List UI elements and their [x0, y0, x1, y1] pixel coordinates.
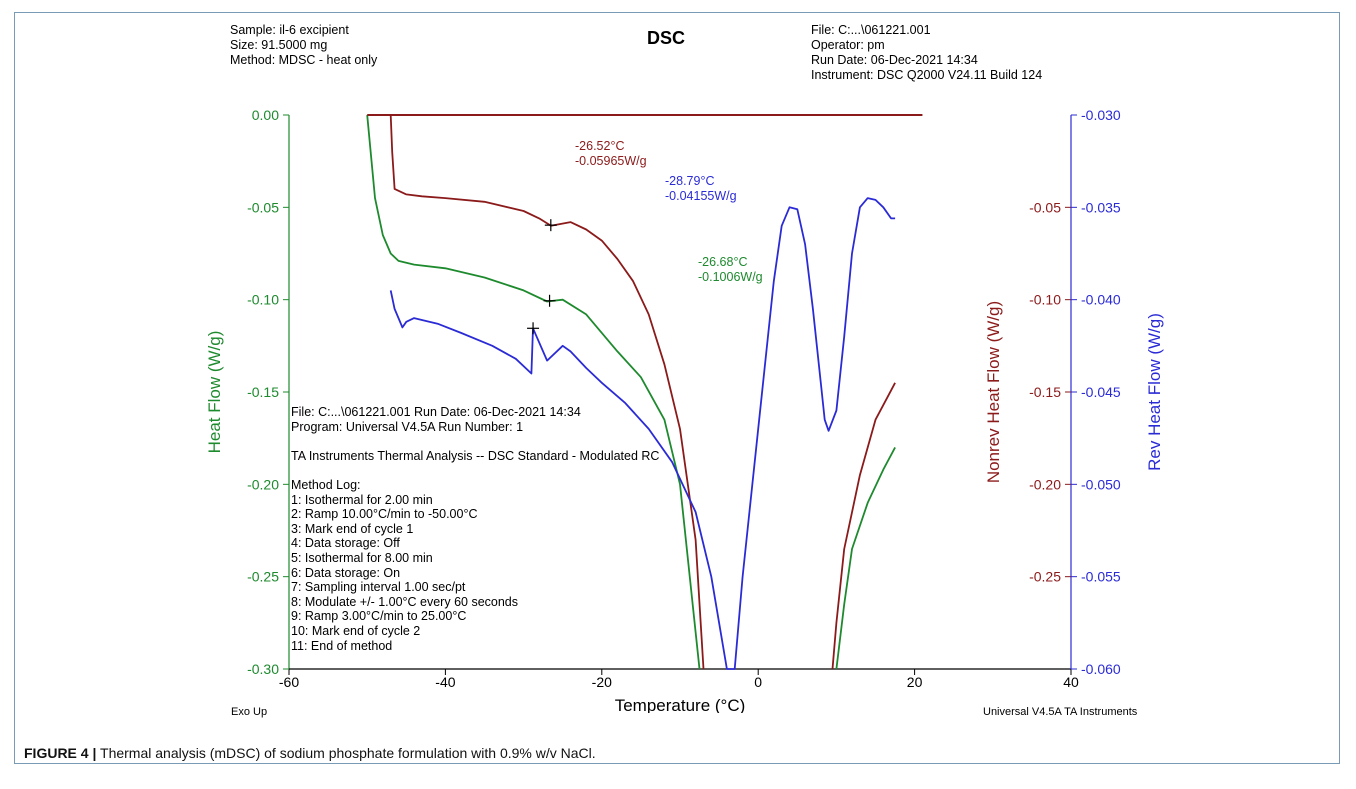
y-right-inner-axis-label: Nonrev Heat Flow (W/g) — [984, 301, 1003, 483]
y-left-tick-label: -0.05 — [247, 199, 279, 215]
annotation-label: -26.68°C — [698, 255, 747, 269]
y-right-outer-tick-label: -0.060 — [1081, 661, 1121, 677]
y-right-outer-axis-label: Rev Heat Flow (W/g) — [1145, 313, 1164, 471]
header-left-line: Method: MDSC - heat only — [230, 53, 378, 67]
y-left-tick-label: -0.15 — [247, 384, 279, 400]
y-right-outer-tick-label: -0.050 — [1081, 476, 1121, 492]
y-right-outer-tick-label: -0.035 — [1081, 199, 1121, 215]
exo-up-label: Exo Up — [231, 706, 268, 718]
y-left-tick-label: -0.10 — [247, 292, 279, 308]
chart-title: DSC — [647, 28, 686, 48]
x-tick-label: -20 — [592, 674, 612, 690]
y-right-outer-tick-label: -0.030 — [1081, 107, 1121, 123]
info-line: 4: Data storage: Off — [291, 536, 400, 551]
info-line: 7: Sampling interval 1.00 sec/pt — [291, 580, 466, 595]
info-line: Method Log: — [291, 477, 361, 492]
header-left-line: Size: 91.5000 mg — [230, 38, 328, 52]
series-line-1 — [389, 114, 705, 670]
info-line — [291, 463, 659, 478]
info-line: Program: Universal V4.5A Run Number: 1 — [291, 419, 524, 434]
x-tick-label: -40 — [435, 674, 455, 690]
header-right-line: Run Date: 06-Dec-2021 14:34 — [811, 53, 978, 67]
method-info-block: File: C:...\061221.001 Run Date: 06-Dec-… — [291, 405, 659, 653]
header-right: File: C:...\061221.001 Operator: pm Run … — [811, 23, 1042, 83]
y-left-axis-label: Heat Flow (W/g) — [205, 331, 224, 454]
info-line: 10: Mark end of cycle 2 — [291, 623, 421, 638]
series-line-0 — [835, 446, 896, 670]
annotation-label: -0.05965W/g — [575, 154, 647, 168]
annotation-label: -26.52°C — [575, 139, 624, 153]
header-right-line: Instrument: DSC Q2000 V24.11 Build 124 — [811, 68, 1043, 82]
figure-frame: Sample: il-6 excipient Size: 91.5000 mg … — [14, 12, 1340, 764]
info-line: TA Instruments Thermal Analysis -- DSC S… — [291, 448, 660, 463]
y-right-inner-tick-label: -0.05 — [1029, 199, 1061, 215]
header-left: Sample: il-6 excipient Size: 91.5000 mg … — [230, 23, 377, 68]
dsc-chart: -60 -40 -20 0 20 40 Temperature (°C) 0.00 -0.05 -… — [205, 107, 1164, 713]
x-tick-label: 20 — [907, 674, 923, 690]
info-line: 3: Mark end of cycle 1 — [291, 521, 414, 536]
info-line: 6: Data storage: On — [291, 565, 401, 580]
info-line: 1: Isothermal for 2.00 min — [291, 492, 433, 507]
figure-caption: FIGURE 4 | Thermal analysis (mDSC) of so… — [24, 745, 596, 761]
y-left-tick-label: -0.20 — [247, 476, 279, 492]
y-left-tick-label: 0.00 — [252, 107, 279, 123]
y-right-outer-tick-label: -0.040 — [1081, 292, 1121, 308]
software-label: Universal V4.5A TA Instruments — [983, 706, 1138, 718]
header-right-line: File: C:...\061221.001 — [811, 23, 931, 37]
header-right-line: Operator: pm — [811, 38, 885, 52]
info-line: 8: Modulate +/- 1.00°C every 60 seconds — [291, 594, 519, 609]
y-right-inner-tick-label: -0.25 — [1029, 569, 1061, 585]
annotation-label: -0.04155W/g — [665, 189, 737, 203]
info-line: File: C:...\061221.001 Run Date: 06-Dec-… — [291, 405, 581, 419]
series-line-2 — [389, 197, 896, 670]
x-tick-label: 0 — [754, 674, 762, 690]
y-right-inner-tick-label: -0.10 — [1029, 292, 1061, 308]
y-left-tick-label: -0.25 — [247, 569, 279, 585]
x-axis-label: Temperature (°C) — [615, 696, 746, 713]
y-right-inner-tick-label: -0.20 — [1029, 476, 1061, 492]
info-line: 5: Isothermal for 8.00 min — [291, 550, 433, 565]
y-right-inner-tick-label: -0.15 — [1029, 384, 1061, 400]
annotation-label: -0.1006W/g — [698, 270, 763, 284]
y-right-outer-tick-label: -0.045 — [1081, 384, 1121, 400]
caption-label: FIGURE 4 | — [24, 745, 97, 761]
annotation-label: -28.79°C — [665, 174, 714, 188]
x-tick-label: -60 — [279, 674, 299, 690]
info-line — [291, 434, 659, 449]
info-line: 9: Ramp 3.00°C/min to 25.00°C — [291, 609, 467, 624]
caption-text: Thermal analysis (mDSC) of sodium phosph… — [96, 745, 596, 761]
header-left-line: Sample: il-6 excipient — [230, 23, 349, 37]
y-left-tick-label: -0.30 — [247, 661, 279, 677]
info-line: 11: End of method — [291, 638, 393, 653]
series-line-1 — [831, 382, 896, 670]
x-tick-label: 40 — [1063, 674, 1079, 690]
info-line: 2: Ramp 10.00°C/min to -50.00°C — [291, 507, 478, 522]
y-right-outer-tick-label: -0.055 — [1081, 569, 1121, 585]
